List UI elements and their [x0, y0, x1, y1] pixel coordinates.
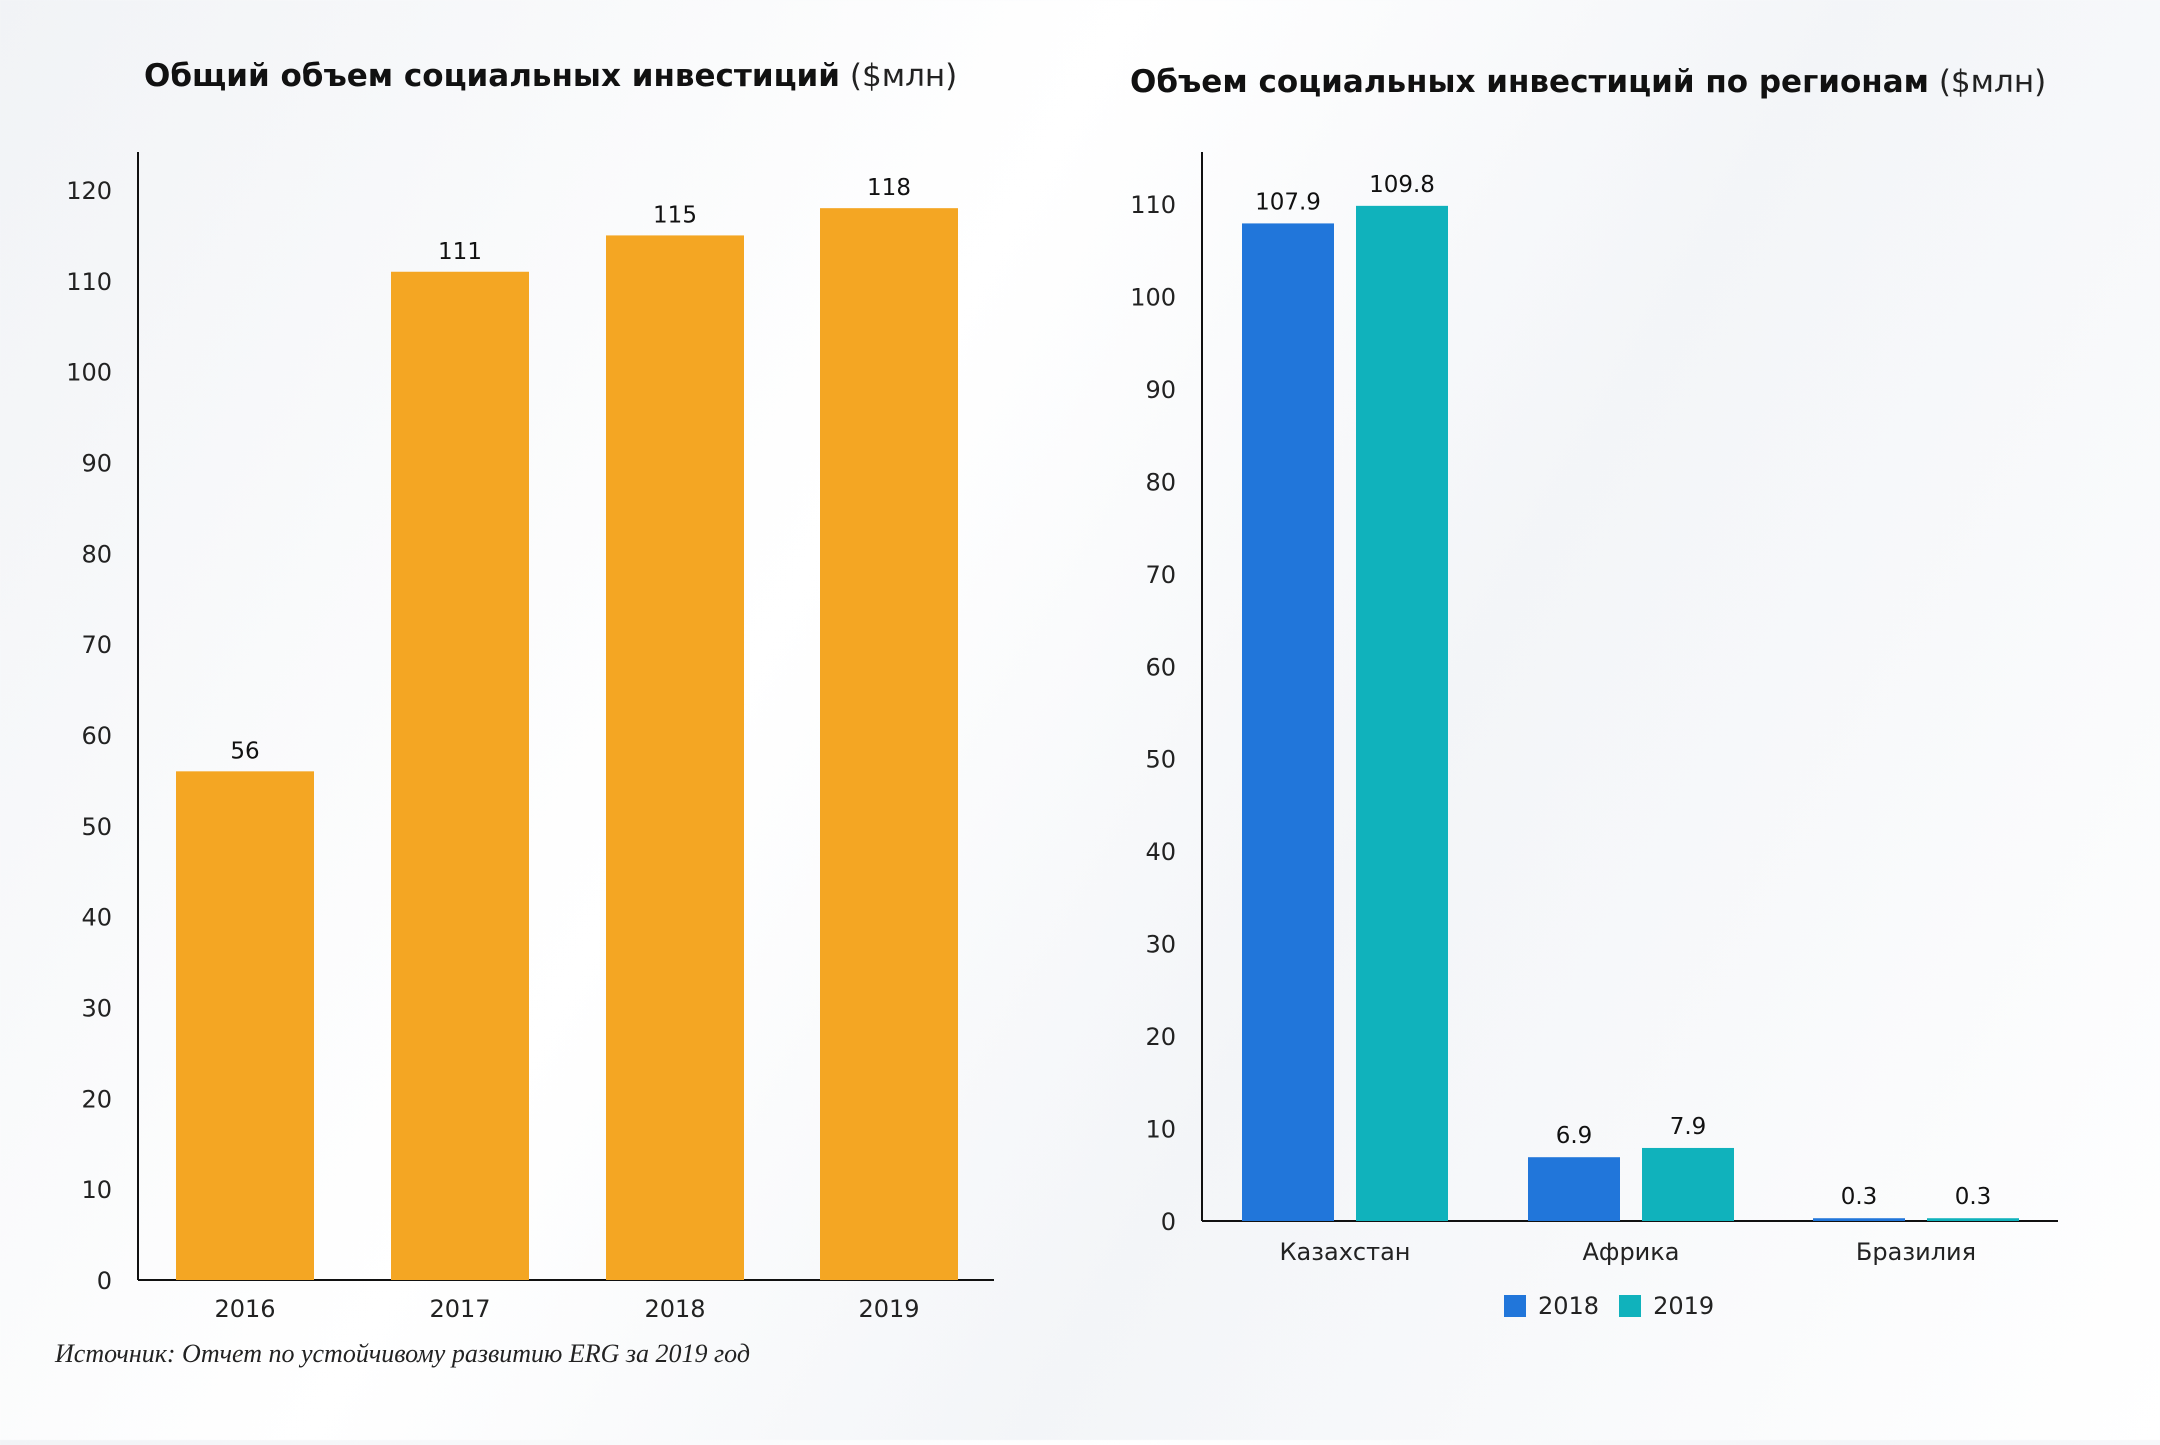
- x-tick-label: Казахстан: [1280, 1238, 1411, 1266]
- bar: [820, 208, 958, 1281]
- y-tick-label: 80: [1145, 468, 1176, 496]
- y-tick-label: 70: [81, 631, 112, 659]
- y-tick-label: 60: [81, 722, 112, 750]
- chart-legend: 2018 2019: [1504, 1292, 1734, 1320]
- y-tick-label: 30: [81, 995, 112, 1023]
- source-note: Источник: Отчет по устойчивому развитию …: [55, 1339, 750, 1368]
- bar: [1242, 223, 1334, 1221]
- y-tick-label: 110: [66, 268, 112, 296]
- data-label: 6.9: [1556, 1123, 1593, 1149]
- chart-title: Общий объем социальных инвестиций ($млн): [144, 56, 957, 96]
- y-tick-label: 100: [1130, 283, 1176, 311]
- y-tick-label: 30: [1145, 931, 1176, 959]
- y-tick-label: 70: [1145, 561, 1176, 589]
- legend-swatch: [1619, 1295, 1642, 1317]
- y-tick-label: 40: [81, 904, 112, 932]
- total-investment-plot: 0 10 20 30 40 50 60 70 80 90 100 110 120 56 2016 111 201…: [66, 152, 994, 1323]
- y-tick-label: 90: [81, 450, 112, 478]
- x-tick-label: Бразилия: [1856, 1238, 1976, 1266]
- data-label: 118: [867, 175, 911, 201]
- bar: [391, 271, 529, 1280]
- regional-investment-plot: 0 10 20 30 40 50 60 70 80 90 100 110 Казахстан 107.9 1…: [1130, 152, 2058, 1266]
- bar: [1813, 1218, 1905, 1221]
- y-tick-label: 20: [1145, 1023, 1176, 1051]
- data-label: 107.9: [1255, 189, 1321, 215]
- data-label: 109.8: [1369, 172, 1435, 198]
- bar: [1642, 1147, 1734, 1221]
- data-label: 7.9: [1670, 1114, 1707, 1140]
- x-tick-label: 2016: [214, 1295, 275, 1323]
- legend-label: 2019: [1653, 1292, 1715, 1320]
- data-label: 111: [438, 239, 482, 265]
- x-tick-label: 2019: [858, 1295, 919, 1323]
- y-tick-label: 60: [1145, 653, 1176, 681]
- y-tick-label: 50: [1145, 746, 1176, 774]
- y-tick-label: 10: [1145, 1116, 1176, 1144]
- data-label: 115: [653, 202, 697, 228]
- chart-title-text: Общий объем социальных инвестиций: [144, 58, 841, 94]
- chart-title-unit: ($млн): [849, 58, 958, 94]
- total-investment-chart: Общий объем социальных инвестиций ($млн)…: [0, 0, 1080, 1440]
- y-tick-label: 20: [81, 1085, 112, 1113]
- data-label: 0.3: [1955, 1184, 1992, 1210]
- bar: [606, 235, 744, 1281]
- y-tick-label: 90: [1145, 376, 1176, 404]
- y-tick-label: 40: [1145, 838, 1176, 866]
- x-tick-label: Африка: [1583, 1238, 1680, 1266]
- bar: [1356, 205, 1448, 1221]
- legend-item-2018: 2018: [1504, 1292, 1599, 1320]
- bar: [1528, 1157, 1620, 1221]
- y-tick-label: 50: [81, 813, 112, 841]
- y-tick-label: 120: [66, 177, 112, 205]
- y-tick-label: 10: [81, 1176, 112, 1204]
- chart-title-unit: ($млн): [1938, 64, 2047, 100]
- data-label: 0.3: [1841, 1184, 1878, 1210]
- legend-item-2019: 2019: [1619, 1292, 1714, 1320]
- chart-title: Объем социальных инвестиций по регионам …: [1130, 62, 2046, 102]
- y-tick-label: 100: [66, 359, 112, 387]
- y-tick-label: 80: [81, 540, 112, 568]
- x-tick-label: 2018: [644, 1295, 705, 1323]
- data-label: 56: [230, 738, 259, 764]
- chart-title-text: Объем социальных инвестиций по регионам: [1130, 64, 1929, 100]
- legend-label: 2018: [1538, 1292, 1600, 1320]
- regional-investment-chart: Объем социальных инвестиций по регионам …: [1080, 0, 2160, 1440]
- y-tick-label: 0: [1161, 1208, 1176, 1236]
- bar: [1927, 1218, 2019, 1221]
- x-tick-label: 2017: [429, 1295, 490, 1323]
- y-tick-label: 0: [97, 1267, 112, 1295]
- y-tick-label: 110: [1130, 191, 1176, 219]
- legend-swatch: [1504, 1295, 1526, 1317]
- bar: [176, 771, 314, 1280]
